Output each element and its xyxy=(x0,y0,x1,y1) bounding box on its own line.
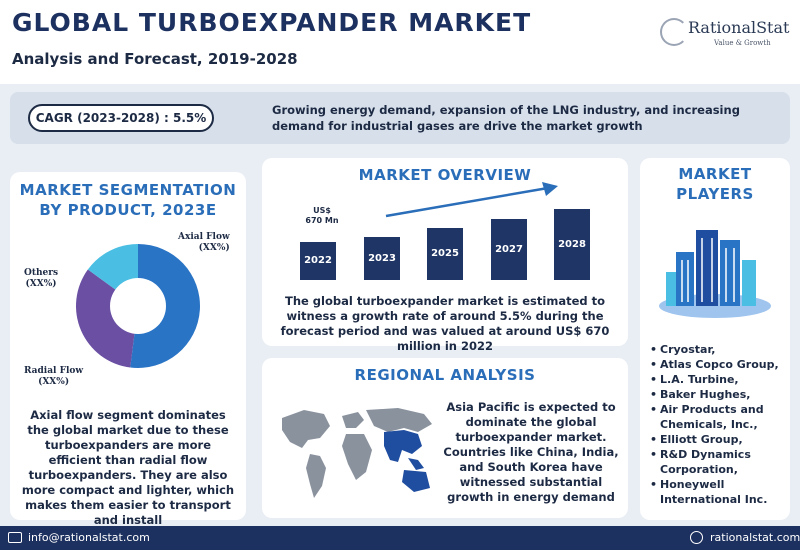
trend-arrow-icon xyxy=(385,182,558,218)
list-item: L.A. Turbine, xyxy=(650,372,798,387)
players-title-line1: MARKET xyxy=(678,165,752,183)
regional-description: Asia Pacific is expected to dominate the… xyxy=(443,400,619,504)
segmentation-title-line2: BY PRODUCT, 2023E xyxy=(39,201,217,219)
footer-email-link[interactable]: info@rationalstat.com xyxy=(28,531,150,544)
bar-2027: 2027 xyxy=(491,219,527,280)
slice-value-others: (XX%) xyxy=(25,279,57,289)
regional-panel: REGIONAL ANALYSIS Asia Pacific is expect… xyxy=(262,358,628,518)
slice-value-axial-flow: (XX%) xyxy=(198,243,230,253)
value-callout: US$ 670 Mn xyxy=(292,206,352,226)
globe-icon xyxy=(690,531,703,544)
segmentation-title-line1: MARKET SEGMENTATION xyxy=(19,181,237,199)
list-item: R&D Dynamics Corporation, xyxy=(650,447,798,477)
footer: info@rationalstat.com rationalstat.com xyxy=(0,526,800,550)
regional-title: REGIONAL ANALYSIS xyxy=(354,366,536,384)
slice-name-others: Others xyxy=(24,268,59,278)
overview-description: The global turboexpander market is estim… xyxy=(280,294,610,353)
city-buildings-icon xyxy=(659,230,771,318)
cagr-description: Growing energy demand, expansion of the … xyxy=(272,103,740,133)
logo-name: RationalStat xyxy=(688,18,790,37)
overview-bar-chart: 2022 2023 2025 2027 2028 xyxy=(300,198,590,280)
slice-value-radial-flow: (XX%) xyxy=(38,377,70,387)
players-title-line2: PLAYERS xyxy=(676,185,754,203)
page-title: GLOBAL TURBOEXPANDER MARKET xyxy=(12,8,532,37)
cagr-badge: CAGR (2023-2028) : 5.5% xyxy=(28,104,214,132)
list-item: Honeywell International Inc. xyxy=(650,477,798,507)
list-item: Atlas Copco Group, xyxy=(650,357,798,372)
slice-label-others: Others (XX%) xyxy=(24,268,58,290)
slice-label-axial-flow: Axial Flow (XX%) xyxy=(178,232,230,254)
footer-website-link[interactable]: rationalstat.com xyxy=(710,531,800,544)
page-subtitle: Analysis and Forecast, 2019-2028 xyxy=(12,50,298,68)
slice-name-axial-flow: Axial Flow xyxy=(178,232,230,242)
list-item: Air Products and Chemicals, Inc., xyxy=(650,402,798,432)
bar-2028: 2028 xyxy=(554,209,590,280)
slice-label-radial-flow: Radial Flow (XX%) xyxy=(24,366,83,388)
value-callout-currency: US$ xyxy=(313,206,331,215)
segmentation-description: Axial flow segment dominates the global … xyxy=(21,408,235,527)
players-list: Cryostar, Atlas Copco Group, L.A. Turbin… xyxy=(650,342,798,507)
bar-2025: 2025 xyxy=(427,228,463,280)
list-item: Cryostar, xyxy=(650,342,798,357)
company-logo[interactable]: RationalStat Value & Growth xyxy=(656,14,796,54)
segmentation-donut-chart xyxy=(76,244,200,368)
value-callout-amount: 670 Mn xyxy=(305,216,339,225)
logo-mark-icon xyxy=(660,18,688,46)
donut-slice-radial-flow xyxy=(76,269,138,368)
bar-2022: 2022 xyxy=(300,242,336,280)
logo-tagline: Value & Growth xyxy=(714,39,771,47)
donut-hole xyxy=(110,278,166,334)
list-item: Elliott Group, xyxy=(650,432,798,447)
slice-name-radial-flow: Radial Flow xyxy=(24,366,84,376)
world-map-icon xyxy=(282,408,432,498)
header: GLOBAL TURBOEXPANDER MARKET Analysis and… xyxy=(0,0,800,84)
segmentation-panel: MARKET SEGMENTATION BY PRODUCT, 2023E Ax… xyxy=(10,172,246,527)
email-icon xyxy=(8,532,22,543)
overview-title: MARKET OVERVIEW xyxy=(358,166,532,184)
overview-panel: MARKET OVERVIEW US$ 670 Mn 2022 2023 2025 2… xyxy=(262,158,628,353)
bar-2023: 2023 xyxy=(364,237,400,280)
list-item: Baker Hughes, xyxy=(650,387,798,402)
